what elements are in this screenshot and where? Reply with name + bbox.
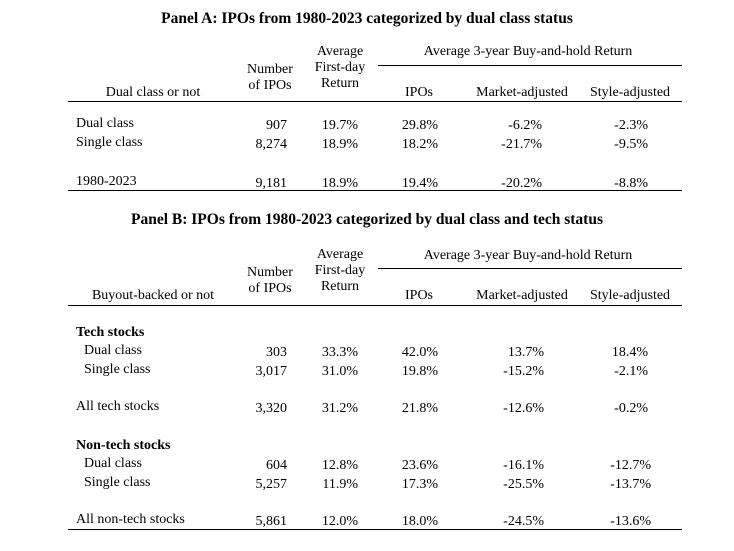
panel-a-header-rule bbox=[68, 101, 682, 102]
row-label: All tech stocks bbox=[76, 399, 160, 414]
panel-b-header-number: Number of IPOs bbox=[247, 265, 293, 296]
panel-a-header-ipos: IPOs bbox=[404, 85, 434, 100]
cell-ipos: 19.8% bbox=[401, 364, 438, 379]
section-heading-tech: Tech stocks bbox=[76, 325, 145, 340]
panel-a-bottom-rule bbox=[68, 190, 682, 191]
row-label: Dual class bbox=[76, 116, 134, 131]
row-label: Dual class bbox=[84, 343, 142, 358]
cell-market: -6.2% bbox=[508, 118, 542, 133]
cell-number: 907 bbox=[266, 118, 287, 133]
cell-style: -13.7% bbox=[610, 477, 651, 492]
cell-ipos: 23.6% bbox=[401, 458, 438, 473]
cell-first-day: 19.7% bbox=[321, 118, 358, 133]
cell-first-day: 18.9% bbox=[321, 137, 358, 152]
panel-b-header-rule bbox=[68, 305, 682, 306]
cell-market: -12.6% bbox=[503, 401, 544, 416]
cell-first-day: 31.0% bbox=[321, 364, 358, 379]
cell-style: -2.3% bbox=[614, 118, 648, 133]
cell-number: 604 bbox=[266, 458, 287, 473]
row-label: 1980-2023 bbox=[76, 174, 137, 189]
cell-market: -15.2% bbox=[503, 364, 544, 379]
panel-a-header-bh-group: Average 3-year Buy-and-hold Return bbox=[423, 44, 633, 59]
panel-b-header-group: Buyout-backed or not bbox=[91, 288, 215, 303]
panel-a-bh-group-rule bbox=[378, 65, 682, 66]
cell-first-day: 12.0% bbox=[321, 514, 358, 529]
cell-style: -2.1% bbox=[614, 364, 648, 379]
cell-number: 5,861 bbox=[255, 514, 288, 529]
cell-number: 5,257 bbox=[255, 477, 288, 492]
cell-number: 3,320 bbox=[255, 401, 288, 416]
cell-ipos: 19.4% bbox=[401, 176, 438, 191]
cell-number: 9,181 bbox=[255, 176, 288, 191]
cell-style: -13.6% bbox=[610, 514, 651, 529]
row-label: Single class bbox=[84, 362, 151, 377]
cell-market: -20.2% bbox=[501, 176, 542, 191]
panel-b-bottom-rule bbox=[68, 529, 682, 530]
row-label: Single class bbox=[84, 475, 151, 490]
panel-b-header-market: Market-adjusted bbox=[476, 288, 568, 303]
cell-first-day: 33.3% bbox=[321, 345, 358, 360]
panel-b-title: Panel B: IPOs from 1980-2023 categorized… bbox=[130, 211, 604, 228]
cell-style: -12.7% bbox=[610, 458, 651, 473]
panel-a-title: Panel A: IPOs from 1980-2023 categorized… bbox=[161, 10, 573, 27]
panel-b-header-bh-group: Average 3-year Buy-and-hold Return bbox=[423, 248, 633, 263]
row-label: Dual class bbox=[84, 456, 142, 471]
cell-ipos: 42.0% bbox=[401, 345, 438, 360]
panel-a-header-style: Style-adjusted bbox=[589, 85, 671, 100]
cell-first-day: 18.9% bbox=[321, 176, 358, 191]
cell-style: -8.8% bbox=[614, 176, 648, 191]
cell-market: -21.7% bbox=[501, 137, 542, 152]
cell-style: 18.4% bbox=[611, 345, 648, 360]
cell-style: -0.2% bbox=[614, 401, 648, 416]
panel-a-header-first-day: Average First-day Return bbox=[314, 44, 366, 91]
cell-ipos: 17.3% bbox=[401, 477, 438, 492]
cell-ipos: 21.8% bbox=[401, 401, 438, 416]
panel-a-header-market: Market-adjusted bbox=[476, 85, 568, 100]
cell-number: 303 bbox=[266, 345, 287, 360]
panel-a-header-group: Dual class or not bbox=[105, 85, 201, 100]
section-heading-non-tech: Non-tech stocks bbox=[76, 438, 171, 453]
panel-b-bh-group-rule bbox=[378, 268, 682, 269]
cell-first-day: 31.2% bbox=[321, 401, 358, 416]
cell-market: -16.1% bbox=[503, 458, 544, 473]
cell-number: 8,274 bbox=[255, 137, 288, 152]
panel-b-header-style: Style-adjusted bbox=[589, 288, 671, 303]
panel-a-header-number: Number of IPOs bbox=[247, 62, 293, 93]
cell-first-day: 12.8% bbox=[321, 458, 358, 473]
cell-ipos: 18.2% bbox=[401, 137, 438, 152]
cell-market: 13.7% bbox=[507, 345, 544, 360]
cell-first-day: 11.9% bbox=[322, 477, 358, 492]
panel-b-header-ipos: IPOs bbox=[404, 288, 434, 303]
cell-number: 3,017 bbox=[255, 364, 288, 379]
cell-market: -25.5% bbox=[503, 477, 544, 492]
cell-ipos: 18.0% bbox=[401, 514, 438, 529]
row-label: Single class bbox=[76, 135, 143, 150]
cell-style: -9.5% bbox=[614, 137, 648, 152]
cell-ipos: 29.8% bbox=[401, 118, 438, 133]
panel-b-header-first-day: Average First-day Return bbox=[314, 247, 366, 294]
row-label: All non-tech stocks bbox=[76, 512, 185, 527]
cell-market: -24.5% bbox=[503, 514, 544, 529]
